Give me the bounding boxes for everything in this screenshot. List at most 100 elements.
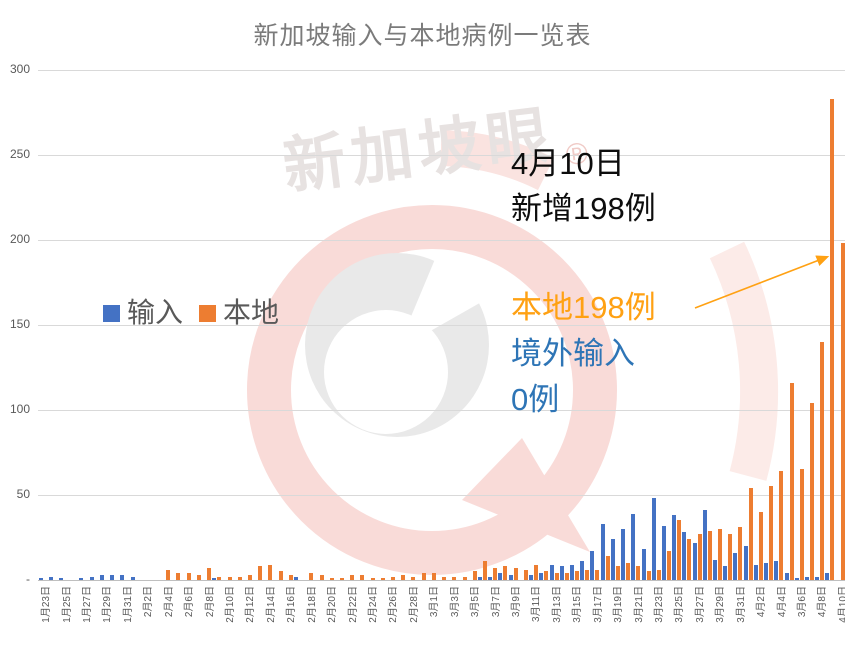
- local-bar: [237, 577, 242, 580]
- y-axis-tick-label: 200: [9, 232, 30, 246]
- day-group: [447, 70, 457, 580]
- local-bar: [493, 568, 498, 580]
- local-bar: [513, 568, 518, 580]
- annotation-headline: 4月10日 新增198例: [511, 141, 656, 231]
- day-group: [620, 70, 631, 580]
- local-legend-swatch: [199, 304, 217, 322]
- local-bar: [574, 571, 579, 580]
- imported-bar: [498, 573, 503, 580]
- watermark-eye-white: [324, 310, 448, 434]
- local-bar: [728, 534, 733, 580]
- day-group: [212, 70, 222, 580]
- day-group: [89, 70, 99, 580]
- local-bar: [176, 573, 181, 580]
- imported-bar: [713, 560, 718, 580]
- day-group: [488, 70, 498, 580]
- local-bar: [687, 539, 692, 580]
- local-bar: [554, 573, 559, 580]
- imported-legend-swatch: [103, 304, 120, 322]
- local-bar: [718, 529, 723, 580]
- local-bar: [268, 565, 273, 580]
- day-group: [457, 70, 467, 580]
- local-bar: [288, 575, 293, 580]
- local-bar: [452, 577, 457, 580]
- day-group: [222, 70, 232, 580]
- imported-bar: [212, 578, 217, 580]
- imported-bar: [641, 549, 646, 580]
- day-group: [426, 70, 436, 580]
- day-group: [283, 70, 293, 580]
- local-bar: [462, 577, 467, 580]
- imported-bar: [294, 577, 299, 580]
- local-bar: [636, 566, 641, 580]
- local-bar: [247, 575, 252, 580]
- day-group: [161, 70, 171, 580]
- local-bar: [820, 342, 825, 580]
- day-group: [712, 70, 723, 580]
- day-group: [38, 70, 48, 580]
- day-group: [815, 70, 825, 580]
- day-group: [365, 70, 375, 580]
- local-bar: [472, 571, 477, 580]
- annotation-headline-line1: 4月10日: [511, 146, 625, 181]
- day-group: [385, 70, 396, 580]
- day-group: [692, 70, 702, 580]
- day-group: [355, 70, 365, 580]
- local-bar: [329, 578, 334, 580]
- day-group: [743, 70, 753, 580]
- day-group: [610, 70, 620, 580]
- imported-bar: [600, 524, 605, 580]
- local-bar: [166, 570, 171, 580]
- imported-bar: [784, 573, 789, 580]
- day-group: [242, 70, 252, 580]
- day-group: [672, 70, 682, 580]
- local-bar: [217, 577, 222, 580]
- annotation-imported-line2: 0例: [511, 382, 560, 417]
- local-bar: [258, 566, 263, 580]
- day-group: [825, 70, 835, 580]
- local-bar: [758, 512, 763, 580]
- day-group: [191, 70, 201, 580]
- imported-bar: [651, 498, 656, 580]
- day-group: [518, 70, 528, 580]
- imported-bar: [723, 566, 728, 580]
- imported-bar: [815, 577, 820, 580]
- day-group: [304, 70, 314, 580]
- watermark-outer-arc: [709, 241, 779, 481]
- local-legend-label: 本地: [223, 297, 280, 328]
- local-bar: [605, 556, 610, 580]
- local-bar: [626, 563, 631, 580]
- day-group: [416, 70, 426, 580]
- local-bar: [350, 575, 355, 580]
- imported-bar: [89, 577, 94, 580]
- day-group: [631, 70, 641, 580]
- day-group: [682, 70, 692, 580]
- day-group: [334, 70, 344, 580]
- local-bar: [442, 577, 447, 580]
- day-group: [753, 70, 763, 580]
- y-axis-tick-label: 150: [9, 317, 30, 331]
- day-group: [549, 70, 559, 580]
- imported-bar: [38, 578, 43, 580]
- imported-bar: [733, 553, 738, 580]
- day-group: [79, 70, 89, 580]
- local-bar: [207, 568, 212, 580]
- day-group: [661, 70, 671, 580]
- day-group: [396, 70, 406, 580]
- day-group: [293, 70, 303, 580]
- imported-bar: [590, 551, 595, 580]
- day-group: [590, 70, 600, 580]
- day-group: [559, 70, 569, 580]
- day-group: [406, 70, 416, 580]
- local-bar: [309, 573, 314, 580]
- day-group: [529, 70, 539, 580]
- annotation-local-count: 本地198例: [511, 290, 656, 325]
- imported-bar: [59, 578, 64, 580]
- legend: 输入 本地: [103, 291, 295, 331]
- local-bar: [615, 566, 620, 580]
- local-bar: [789, 383, 794, 580]
- local-bar: [748, 488, 753, 580]
- local-bar: [523, 570, 528, 580]
- local-bar: [278, 571, 283, 580]
